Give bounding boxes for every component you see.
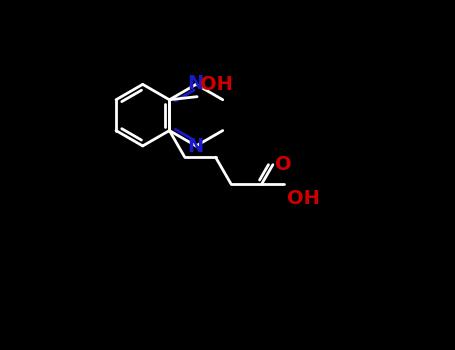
- Text: O: O: [275, 155, 292, 174]
- Text: OH: OH: [200, 75, 233, 93]
- Text: OH: OH: [287, 189, 320, 208]
- Text: N: N: [187, 74, 203, 93]
- Text: N: N: [187, 137, 203, 156]
